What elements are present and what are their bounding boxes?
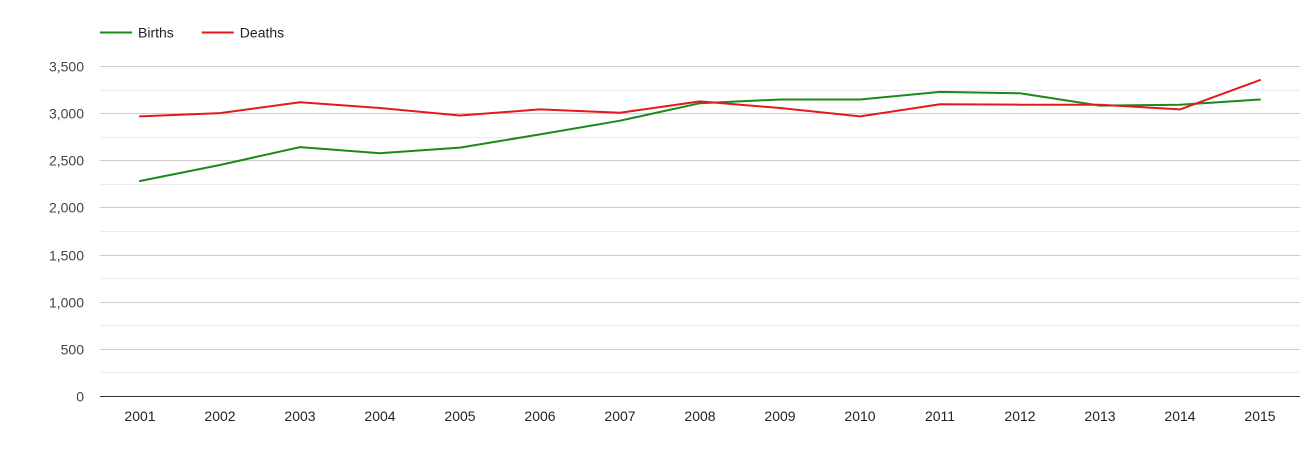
- x-tick-label: 2015: [1244, 408, 1275, 424]
- x-tick-label: 2001: [124, 408, 155, 424]
- legend-item-deaths: Deaths: [201, 25, 284, 41]
- y-tick-label: 3,000: [49, 106, 84, 122]
- x-tick-label: 2012: [1004, 408, 1035, 424]
- x-tick-label: 2008: [684, 408, 715, 424]
- x-tick-label: 2011: [925, 408, 955, 424]
- x-tick-label: 2009: [764, 408, 795, 424]
- y-tick-label: 0: [76, 389, 84, 405]
- grid-layer: [100, 66, 1300, 373]
- series-line-deaths: [139, 79, 1261, 118]
- x-tick-label: 2002: [204, 408, 235, 424]
- axis-layer: 0 500 1,000 1,500 2,000 2,500 3,000 3,500 2001 20…: [49, 59, 1300, 424]
- y-tick-label: 2,500: [49, 153, 84, 169]
- y-tick-label: 2,000: [49, 200, 84, 216]
- y-tick-label: 1,500: [49, 248, 84, 264]
- x-tick-label: 2003: [284, 408, 315, 424]
- y-tick-label: 3,500: [49, 59, 84, 75]
- x-tick-label: 2010: [844, 408, 875, 424]
- x-tick-label: 2013: [1084, 408, 1115, 424]
- legend-label: Births: [138, 25, 174, 41]
- x-tick-label: 2006: [524, 408, 555, 424]
- x-tick-label: 2007: [604, 408, 635, 424]
- y-tick-label: 500: [61, 342, 85, 358]
- legend: Births Deaths: [100, 25, 284, 41]
- x-tick-label: 2004: [364, 408, 395, 424]
- legend-label: Deaths: [240, 25, 284, 41]
- x-tick-label: 2014: [1164, 408, 1195, 424]
- series-line-births: [139, 90, 1261, 182]
- legend-item-births: Births: [100, 25, 174, 41]
- x-tick-label: 2005: [444, 408, 475, 424]
- series-layer: [139, 79, 1261, 182]
- y-tick-label: 1,000: [49, 295, 84, 311]
